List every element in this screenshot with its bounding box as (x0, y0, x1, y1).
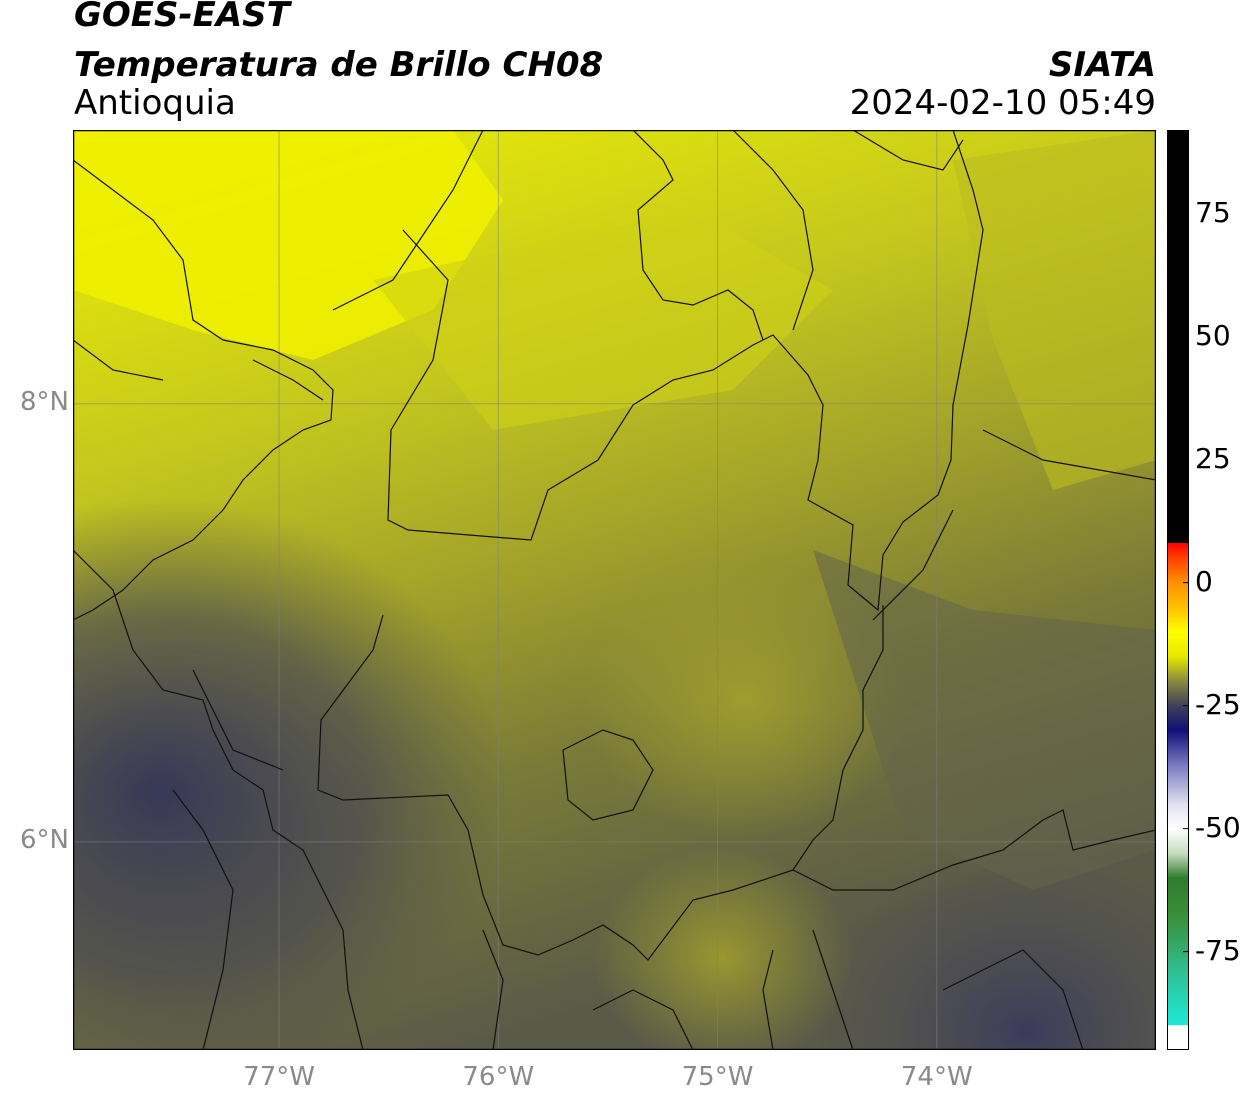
lat-tick-label: 8°N (20, 386, 69, 417)
colorbar-tick-label: 50 (1195, 318, 1231, 352)
warm-zone-south (73, 130, 1156, 1050)
colorbar-tick-label: -75 (1195, 933, 1241, 967)
boundaries (73, 130, 1156, 1050)
colorbar-tick-label: 25 (1195, 441, 1231, 475)
colorbar-tick-label: 75 (1195, 195, 1231, 229)
satellite-title: GOES-EAST (74, 0, 290, 35)
product-title: Temperatura de Brillo CH08 (74, 45, 604, 85)
lat-tick-label: 6°N (20, 824, 69, 855)
datetime-label: 2024-02-10 05:49 (849, 83, 1156, 123)
colorbar-tick-label: -25 (1195, 687, 1241, 721)
lon-tick-label: 77°W (243, 1062, 315, 1092)
region-label: Antioquia (74, 83, 236, 123)
map-frame (73, 130, 1156, 1050)
coastline (73, 130, 484, 621)
colorbar (1167, 130, 1189, 1050)
brightness-temperature-map (73, 130, 1156, 1050)
department-boundary-southeast (792, 809, 1156, 1050)
lon-tick-label: 74°W (900, 1062, 973, 1092)
cool-zone-east (813, 550, 1156, 890)
department-boundary-south (482, 929, 774, 1050)
department-boundary-west (73, 339, 364, 1050)
lon-tick-label: 76°W (462, 1062, 535, 1092)
department-boundary-north (632, 130, 814, 341)
colorbar-frame (1167, 130, 1189, 1050)
colorbar-tick-label: 0 (1195, 564, 1213, 598)
lon-tick-label: 75°W (681, 1062, 754, 1092)
antioquia-boundary (317, 130, 984, 961)
gridlines (73, 130, 1156, 1050)
colorbar-fill (1167, 130, 1189, 1050)
colorbar-tick-label: -50 (1195, 810, 1241, 844)
agency-label: SIATA (1048, 45, 1156, 85)
department-boundary-east (852, 130, 1156, 621)
island-outline (562, 729, 654, 821)
